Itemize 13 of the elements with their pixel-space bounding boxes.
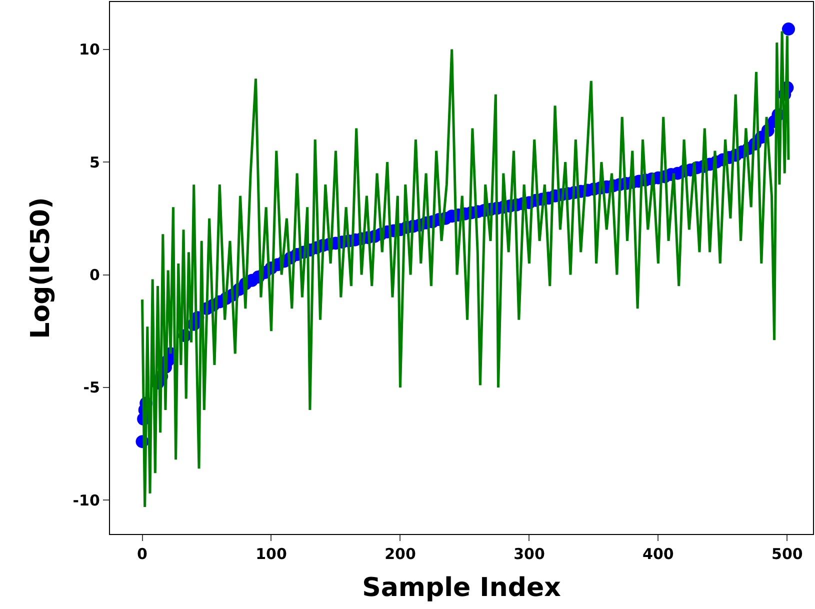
y-tick-label: 5 bbox=[89, 153, 100, 172]
y-tick-label: -10 bbox=[72, 491, 100, 510]
x-axis-title: Sample Index bbox=[362, 572, 562, 603]
y-tick-label: 10 bbox=[79, 40, 100, 59]
x-tick-label: 200 bbox=[384, 545, 416, 564]
x-tick-label: 400 bbox=[642, 545, 674, 564]
x-tick-label: 100 bbox=[256, 545, 287, 564]
y-tick-label: 0 bbox=[89, 266, 100, 284]
x-tick-label: 0 bbox=[137, 545, 148, 564]
y-tick-label: -5 bbox=[83, 378, 100, 397]
x-tick-label: 300 bbox=[514, 545, 545, 564]
x-tick-label: 500 bbox=[772, 545, 803, 564]
y-axis-title: Log(IC50) bbox=[26, 197, 56, 339]
